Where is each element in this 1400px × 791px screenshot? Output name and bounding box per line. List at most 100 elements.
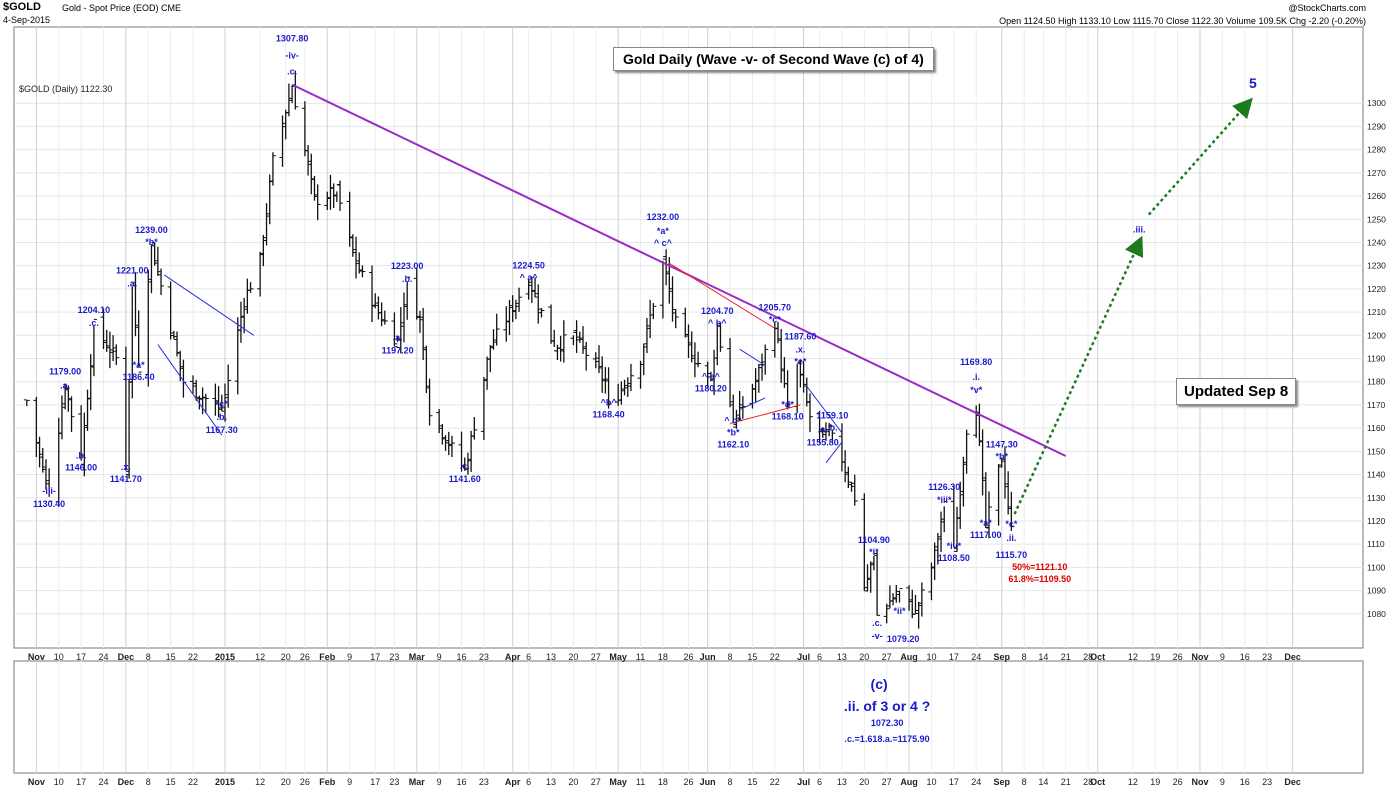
ohlc-bar [199,387,206,415]
symbol-title: $GOLD [3,1,41,13]
y-tick-label: 1080 [1367,609,1386,619]
ohlc-bar [135,310,142,373]
wave-label: 1232.00 [647,212,680,222]
x-tick-label: 8 [728,652,733,662]
wave-label: 1168.10 [772,412,804,422]
ohlc-bar [378,302,385,327]
x-tick-label-lower: 6 [526,777,531,787]
x-tick-label: 6 [817,652,822,662]
ohlc-bar [1005,471,1012,515]
ohlc-bar [487,345,494,373]
ohlc-bar [426,378,433,426]
wave-label: .a. [127,279,137,289]
wave-count-label: .c.=1.618.a.=1175.90 [845,734,930,744]
ohlc-bar [234,317,241,395]
x-tick-label-lower: 17 [370,777,380,787]
wave-count-label: (c) [871,676,888,692]
y-tick-label: 1190 [1367,354,1386,364]
wave-label: 1115.70 [996,550,1028,560]
ohlc-bar [174,331,181,357]
ohlc-bar [484,356,491,390]
x-tick-label: 15 [166,652,176,662]
projection-iii [1013,235,1144,515]
wave-label: *a* [980,518,993,528]
ohlc-bar [36,436,43,468]
wave-label: *v* [970,385,983,395]
ohlc-bar [269,152,276,186]
ohlc-bar [893,584,900,603]
x-tick-label: 17 [949,652,959,662]
x-tick-label: 23 [389,652,399,662]
updated-note-box: Updated Sep 8 [1176,378,1297,405]
ohlc-bar [247,282,254,293]
ohlc-bar [46,468,53,502]
ohlc-bar [439,423,446,445]
ohlc-bar [912,594,919,615]
x-tick-label: Nov [28,652,45,662]
wave-label: 1117.00 [970,530,1002,540]
x-tick-label-lower: 9 [347,777,352,787]
ohlc-bar [659,258,666,319]
y-tick-label: 1110 [1367,539,1385,549]
wave-label: 1126.30 [928,482,960,492]
ohlc-bar [647,299,654,339]
wave-label: .c. [89,318,99,328]
y-tick-label: 1250 [1367,214,1386,224]
x-tick-label-lower: 27 [591,777,601,787]
ohlc-bar [736,390,743,422]
x-tick-label-lower: 14 [1038,777,1048,787]
ohlc-bar [122,346,129,476]
ohlc-bar [890,593,897,606]
x-tick-label: 13 [837,652,847,662]
x-tick-label-lower: Jul [797,777,810,787]
x-tick-label: Dec [1284,652,1301,662]
ohlc-bar [490,329,497,350]
ohlc-bar [624,377,631,397]
ohlc-bar [663,249,670,286]
ohlc-bar [797,359,804,388]
ohlc-bar [289,85,296,104]
wave-label: 1239.00 [135,225,168,235]
x-tick-label-lower: 20 [568,777,578,787]
ohlc-bar [640,343,647,376]
ohlc-bar [938,511,945,553]
wave-label: 1162.10 [717,439,749,449]
ohlc-bar [976,403,983,447]
wave-label: .b. [827,422,838,432]
wave-count-label: 1072.30 [871,718,904,728]
x-tick-label: 24 [971,652,981,662]
wave-label: .i. [972,372,980,382]
x-tick-label-lower: 9 [1220,777,1225,787]
ohlc-bar [842,450,849,483]
wave-label: ^ a^ [520,273,539,283]
wave-label: .x. [121,462,131,472]
ohlc-bar [516,287,523,312]
ohlc-bar [985,491,992,539]
ohlc-summary: Open 1124.50 High 1133.10 Low 1115.70 Cl… [999,16,1366,26]
ohlc-bar [212,383,219,416]
ohlc-bar [87,353,94,411]
ohlc-bar [397,307,404,354]
ohlc-bar [62,384,69,410]
ohlc-bar [618,381,625,405]
x-tick-label: Dec [118,652,135,662]
ohlc-bar [714,323,721,366]
x-tick-label: Oct [1090,652,1105,662]
y-tick-label: 1120 [1367,516,1386,526]
ohlc-bar [480,376,487,440]
wave-label: ^ c^ [724,415,743,425]
ohlc-bar [81,412,88,477]
ohlc-bar [583,341,590,371]
ohlc-bar [359,265,366,278]
x-tick-label: 20 [281,652,291,662]
x-tick-label-lower: 23 [389,777,399,787]
wave-label: 1141.60 [449,474,481,484]
x-tick-label-lower: 17 [949,777,959,787]
ohlc-bar [595,345,602,374]
x-tick-label-lower: 8 [1022,777,1027,787]
y-tick-label: 1280 [1367,145,1386,155]
ohlc-bar [707,371,714,382]
x-tick-label-lower: 26 [300,777,310,787]
ohlc-bar [132,272,139,337]
wave-label: 1224.50 [512,261,545,271]
